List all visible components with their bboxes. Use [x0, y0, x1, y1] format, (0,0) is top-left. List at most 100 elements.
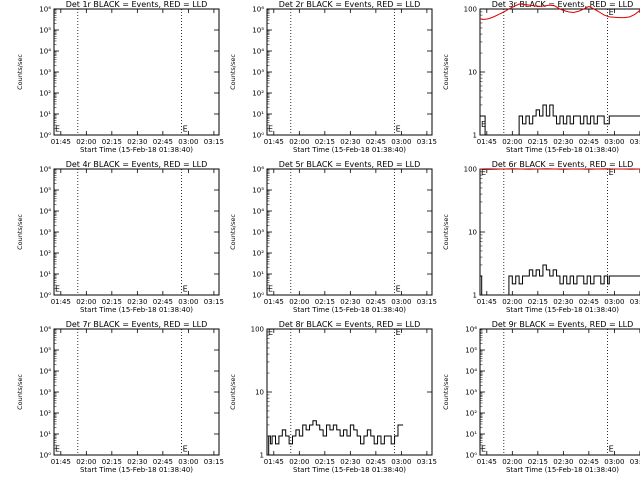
- x-tick-label: 02:15: [315, 138, 335, 146]
- x-tick-label: 01:45: [51, 458, 71, 466]
- event-marker-label: E: [55, 445, 60, 454]
- x-tick-label: 02:15: [102, 298, 122, 306]
- x-tick-label: 02:30: [127, 298, 147, 306]
- y-tick-label: 10⁰: [39, 452, 51, 460]
- y-tick-label: 10³: [39, 69, 51, 77]
- y-tick-label: 10⁶: [465, 326, 477, 334]
- y-axis-label: Counts/sec: [16, 54, 24, 90]
- x-tick-label: 01:45: [264, 298, 284, 306]
- event-marker-label: E: [55, 285, 60, 294]
- x-tick-label: 02:30: [340, 298, 360, 306]
- detector-panel-1: Det 1r BLACK = Events, RED = LLD 10⁰ 10¹ 10…: [16, 0, 224, 154]
- y-tick-label: 10⁰: [39, 292, 51, 300]
- event-marker-label: E: [481, 445, 486, 454]
- x-tick-label: 02:00: [76, 298, 96, 306]
- y-tick-label: 10⁰: [465, 452, 477, 460]
- y-tick-label: 10: [255, 389, 264, 397]
- y-tick-label: 10²: [465, 410, 477, 418]
- event-marker-label: E: [268, 328, 273, 337]
- x-tick-label: 01:45: [264, 138, 284, 146]
- panel-title: Det 3r BLACK = Events, RED = LLD: [492, 0, 634, 9]
- y-tick-label: 10⁶: [39, 166, 51, 174]
- y-tick-label: 10³: [39, 229, 51, 237]
- y-tick-label: 100: [464, 166, 477, 174]
- x-tick-label: 03:15: [204, 298, 224, 306]
- detector-panel-4: Det 4r BLACK = Events, RED = LLD 10⁰ 10¹ 10…: [16, 160, 224, 314]
- x-tick-label: 02:15: [102, 138, 122, 146]
- y-tick-label: 10⁶: [252, 166, 264, 174]
- y-tick-label: 10: [468, 229, 477, 237]
- y-axis-label: Counts/sec: [442, 374, 450, 410]
- events-series-line: [267, 420, 404, 456]
- panel-title: Det 4r BLACK = Events, RED = LLD: [66, 160, 208, 169]
- event-marker-label: E: [183, 285, 188, 294]
- y-tick-label: 10³: [252, 229, 264, 237]
- x-tick-label: 01:45: [477, 298, 497, 306]
- x-tick-label: 03:00: [391, 458, 411, 466]
- x-tick-label: 02:45: [579, 458, 599, 466]
- x-axis-label: Start Time (15-Feb-18 01:38:40): [80, 466, 193, 474]
- x-tick-label: 02:15: [102, 458, 122, 466]
- event-marker-label: E: [609, 445, 614, 454]
- detector-panel-8: Det 8r BLACK = Events, RED = LLD 1 10 100 Co…: [229, 320, 437, 474]
- event-marker-label: E: [268, 125, 273, 134]
- x-tick-label: 02:45: [579, 298, 599, 306]
- x-tick-label: 02:15: [528, 458, 548, 466]
- y-tick-label: 10⁵: [39, 347, 51, 355]
- y-tick-label: 10⁶: [252, 6, 264, 14]
- y-tick-label: 10⁴: [39, 48, 51, 56]
- y-tick-label: 100: [464, 6, 477, 14]
- plot-frame: [53, 328, 220, 456]
- panel-title: Det 9r BLACK = Events, RED = LLD: [492, 320, 634, 329]
- y-tick-label: 10²: [39, 250, 51, 258]
- y-tick-label: 10⁰: [39, 132, 51, 140]
- panel-title: Det 1r BLACK = Events, RED = LLD: [66, 0, 208, 9]
- events-series-line: [480, 104, 640, 136]
- y-tick-label: 10²: [39, 90, 51, 98]
- x-axis-label: Start Time (15-Feb-18 01:38:40): [80, 306, 193, 314]
- event-marker-label: E: [396, 328, 401, 337]
- x-tick-label: 02:15: [315, 298, 335, 306]
- x-tick-label: 03:00: [178, 458, 198, 466]
- x-tick-label: 03:15: [417, 138, 437, 146]
- y-tick-label: 10³: [39, 389, 51, 397]
- plot-frame: [266, 8, 433, 136]
- panel-title: Det 7r BLACK = Events, RED = LLD: [66, 320, 208, 329]
- y-tick-label: 10²: [252, 250, 264, 258]
- y-tick-label: 100: [251, 326, 264, 334]
- x-tick-label: 01:45: [477, 138, 497, 146]
- x-tick-label: 02:15: [315, 458, 335, 466]
- x-tick-label: 01:45: [51, 298, 71, 306]
- y-tick-label: 10³: [465, 389, 477, 397]
- x-tick-label: 02:30: [553, 138, 573, 146]
- plot-frame: [53, 8, 220, 136]
- y-tick-label: 10⁵: [39, 187, 51, 195]
- x-tick-label: 02:15: [528, 298, 548, 306]
- y-tick-label: 10¹: [465, 431, 477, 439]
- event-marker-label: E: [55, 125, 60, 134]
- y-tick-label: 10⁴: [252, 208, 264, 216]
- x-tick-label: 02:30: [340, 458, 360, 466]
- x-tick-label: 01:45: [51, 138, 71, 146]
- x-tick-label: 01:45: [264, 458, 284, 466]
- detector-panel-6: Det 6r BLACK = Events, RED = LLD 1 10 100 Co…: [442, 160, 640, 314]
- x-tick-label: 03:00: [604, 458, 624, 466]
- event-marker-label: E: [609, 168, 614, 177]
- y-tick-label: 10¹: [252, 271, 264, 279]
- x-tick-label: 02:00: [289, 298, 309, 306]
- x-tick-label: 02:30: [340, 138, 360, 146]
- x-axis-label: Start Time (15-Feb-18 01:38:40): [293, 306, 406, 314]
- event-marker-label: E: [183, 125, 188, 134]
- y-tick-label: 10: [468, 69, 477, 77]
- y-tick-label: 10²: [39, 410, 51, 418]
- x-tick-label: 02:30: [553, 298, 573, 306]
- y-tick-label: 10⁵: [39, 27, 51, 35]
- y-axis-label: Counts/sec: [442, 54, 450, 90]
- lld-series-line: [479, 168, 640, 171]
- y-tick-label: 10⁵: [252, 27, 264, 35]
- x-tick-label: 03:00: [604, 298, 624, 306]
- y-tick-label: 1: [473, 292, 477, 300]
- panel-title: Det 8r BLACK = Events, RED = LLD: [279, 320, 421, 329]
- event-marker-label: E: [609, 8, 614, 17]
